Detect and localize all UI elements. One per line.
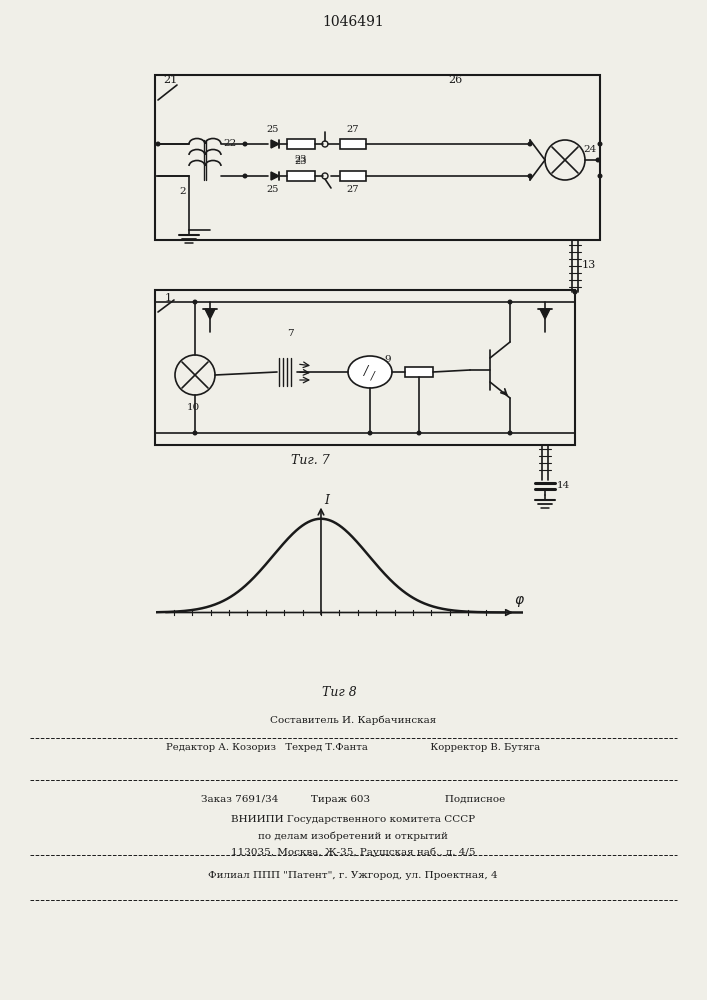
Ellipse shape [348,356,392,388]
Text: 1: 1 [165,293,172,303]
Text: 23: 23 [295,157,308,166]
Circle shape [508,300,513,304]
Polygon shape [205,309,215,319]
Text: ВНИИПИ Государственного комитета СССР: ВНИИПИ Государственного комитета СССР [231,816,475,824]
Bar [405,367,433,377]
Circle shape [527,141,532,146]
Text: 2: 2 [180,188,187,196]
Circle shape [597,174,602,178]
Text: $\varphi$: $\varphi$ [514,594,525,609]
Text: 113035, Москва, Ж-35, Раушская наб., д. 4/5: 113035, Москва, Ж-35, Раушская наб., д. … [230,847,475,857]
Text: Редактор А. Козориз   Техред Т.Фанта                    Корректор В. Бутяга: Редактор А. Козориз Техред Т.Фанта Корре… [166,744,540,752]
Bar [340,171,366,181]
Text: /: / [371,371,375,381]
Bar [287,139,315,149]
Text: Филиал ППП "Патент", г. Ужгород, ул. Проектная, 4: Филиал ППП "Патент", г. Ужгород, ул. Про… [208,870,498,880]
Text: 1046491: 1046491 [322,15,384,29]
Circle shape [597,141,602,146]
Polygon shape [540,309,550,319]
Text: /: / [364,365,368,378]
Circle shape [156,141,160,146]
Text: I: I [324,494,329,508]
Circle shape [416,430,421,436]
Circle shape [243,141,247,146]
Circle shape [527,174,532,178]
Text: 21: 21 [163,75,177,85]
Circle shape [192,300,197,304]
Circle shape [508,430,513,436]
Text: Τиг 8: Τиг 8 [322,686,357,699]
Bar [155,75,600,240]
Polygon shape [271,172,279,180]
Text: 27: 27 [346,186,359,194]
Text: 10: 10 [187,402,199,412]
Circle shape [243,174,247,178]
Circle shape [595,157,600,162]
Text: 14: 14 [556,481,570,489]
Circle shape [368,430,373,436]
Text: 24: 24 [583,145,597,154]
Text: 22: 22 [223,139,237,148]
Bar [155,290,575,445]
Text: по делам изобретений и открытий: по делам изобретений и открытий [258,831,448,841]
Text: 26: 26 [448,75,462,85]
Text: 25: 25 [267,184,279,194]
Text: 23: 23 [295,154,308,163]
Bar [287,171,315,181]
Text: 7: 7 [286,330,293,338]
Text: Составитель И. Карбачинская: Составитель И. Карбачинская [270,715,436,725]
Text: Заказ 7691/34          Тираж 603                       Подписное: Заказ 7691/34 Тираж 603 Подписное [201,796,505,804]
Bar [340,139,366,149]
Text: 9: 9 [385,356,391,364]
Text: 13: 13 [582,260,596,270]
Text: Τиг. 7: Τиг. 7 [291,454,329,466]
Text: 27: 27 [346,125,359,134]
Polygon shape [271,140,279,148]
Circle shape [573,290,578,294]
Text: 25: 25 [267,125,279,134]
Circle shape [192,430,197,436]
